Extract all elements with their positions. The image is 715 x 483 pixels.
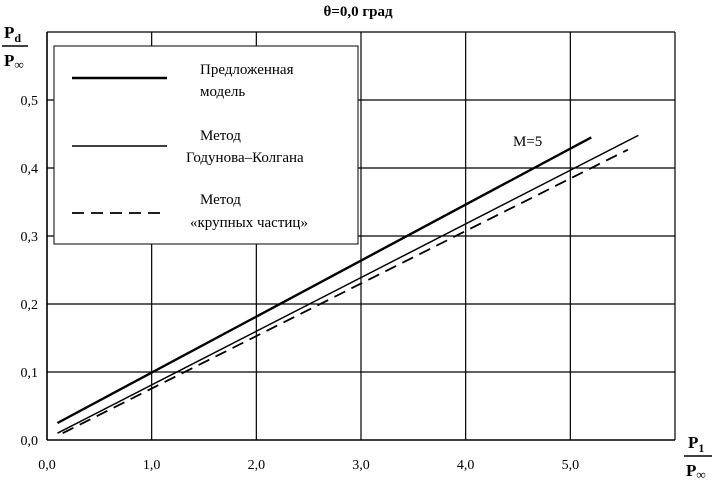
series-line-3 <box>62 148 629 435</box>
svg-text:P∞: P∞ <box>686 461 706 482</box>
legend-item-proposed: Предложенная модель <box>72 62 294 100</box>
legend-label-2b: Годунова–Колгана <box>186 150 304 166</box>
x-tick-label: 1,0 <box>143 458 161 473</box>
y-tick-label: 0,0 <box>21 434 39 449</box>
x-tick-label: 5,0 <box>562 458 580 473</box>
x-axis-label: P1 P∞ <box>684 433 712 482</box>
legend-label-3a: Метод <box>200 192 241 208</box>
x-label-num: P <box>688 433 698 452</box>
tick-labels: 0,0 1,0 2,0 3,0 4,0 5,0 0,0 0,1 0,2 0,3 0,4 0,5 <box>21 94 580 473</box>
x-label-den-sub: ∞ <box>696 467 705 482</box>
series-line-2 <box>57 134 639 434</box>
svg-text:P∞: P∞ <box>4 51 24 72</box>
series-line-1 <box>56 136 592 425</box>
x-tick-label: 2,0 <box>248 458 266 473</box>
svg-text:P1: P1 <box>688 433 704 455</box>
y-label-num: P <box>4 23 14 42</box>
legend-label-1b: модель <box>200 84 245 100</box>
y-axis-label: Pd P∞ <box>2 23 28 72</box>
y-label-den-sub: ∞ <box>14 57 23 72</box>
legend-item-godunov: Метод Годунова–Колгана <box>72 128 304 166</box>
x-tick-label: 3,0 <box>352 458 370 473</box>
y-tick-label: 0,1 <box>21 366 39 381</box>
y-tick-label: 0,4 <box>21 162 39 177</box>
series-lines <box>56 134 639 435</box>
x-label-num-sub: 1 <box>698 441 704 455</box>
legend-label-2a: Метод <box>200 128 241 144</box>
chart-title: θ=0,0 град <box>323 4 393 20</box>
y-label-num-sub: d <box>14 31 21 45</box>
x-tick-label: 0,0 <box>38 458 56 473</box>
legend-item-large-particles: Метод «крупных частиц» <box>72 192 308 231</box>
y-tick-label: 0,3 <box>21 230 39 245</box>
legend-label-3b: «крупных частиц» <box>190 215 308 231</box>
y-tick-label: 0,5 <box>21 94 39 109</box>
x-tick-label: 4,0 <box>457 458 475 473</box>
legend-label-1a: Предложенная <box>200 62 294 78</box>
x-label-den: P <box>686 461 696 480</box>
svg-text:Pd: Pd <box>4 23 21 45</box>
y-label-den: P <box>4 51 14 70</box>
legend: Предложенная модель Метод Годунова–Колга… <box>53 45 359 245</box>
annotation-mach: M=5 <box>513 134 542 150</box>
y-tick-label: 0,2 <box>21 298 39 313</box>
